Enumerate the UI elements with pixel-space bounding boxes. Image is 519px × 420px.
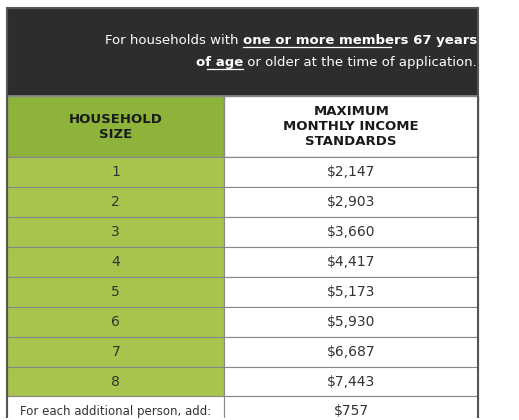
Text: $4,417: $4,417 [327, 255, 375, 269]
Text: For households with: For households with [105, 34, 243, 47]
Bar [224, 187, 479, 217]
Bar [224, 158, 479, 187]
Text: or older at the time of application.: or older at the time of application. [243, 56, 476, 69]
Bar [224, 96, 479, 158]
Text: 5: 5 [112, 285, 120, 299]
Bar [7, 8, 479, 96]
Text: For each additional person, add:: For each additional person, add: [20, 405, 211, 418]
Bar [224, 367, 479, 396]
Bar [224, 307, 479, 337]
Bar [7, 337, 224, 367]
Bar [7, 396, 224, 420]
Text: 6: 6 [112, 315, 120, 329]
Text: 4: 4 [112, 255, 120, 269]
Bar [7, 367, 224, 396]
Text: $3,660: $3,660 [327, 225, 375, 239]
Text: $757: $757 [334, 404, 369, 418]
Bar [7, 217, 224, 247]
Bar [7, 307, 224, 337]
Bar [224, 247, 479, 277]
Text: 7: 7 [112, 345, 120, 359]
Text: $5,930: $5,930 [327, 315, 375, 329]
Bar [7, 158, 224, 187]
Bar [224, 217, 479, 247]
Text: $2,147: $2,147 [327, 165, 375, 179]
Bar [7, 247, 224, 277]
Bar [224, 396, 479, 420]
Text: $2,903: $2,903 [327, 195, 375, 209]
Text: $7,443: $7,443 [327, 375, 375, 388]
Text: $5,173: $5,173 [327, 285, 375, 299]
Bar [7, 96, 224, 158]
Bar [7, 277, 224, 307]
Text: 8: 8 [112, 375, 120, 388]
Text: $6,687: $6,687 [327, 345, 376, 359]
Text: MAXIMUM
MONTHLY INCOME
STANDARDS: MAXIMUM MONTHLY INCOME STANDARDS [283, 105, 419, 148]
Text: one or more members 67 years: one or more members 67 years [243, 34, 477, 47]
Text: of age: of age [196, 56, 243, 69]
Text: 1: 1 [112, 165, 120, 179]
Text: HOUSEHOLD
SIZE: HOUSEHOLD SIZE [69, 113, 163, 141]
Bar [224, 277, 479, 307]
Text: 3: 3 [112, 225, 120, 239]
Text: 2: 2 [112, 195, 120, 209]
Bar [7, 187, 224, 217]
Bar [224, 337, 479, 367]
